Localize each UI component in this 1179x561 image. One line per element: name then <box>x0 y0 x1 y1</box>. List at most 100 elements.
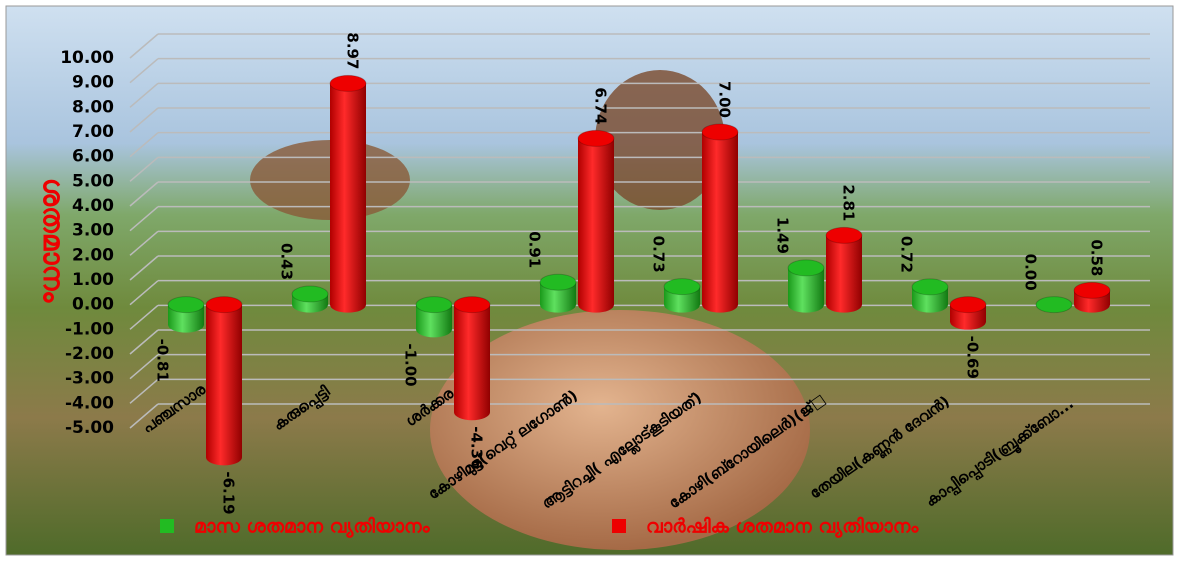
bar-top <box>663 278 701 296</box>
bar-top <box>291 285 329 303</box>
bar-top <box>825 226 863 244</box>
data-label: -0.69 <box>964 336 982 379</box>
grid-line <box>129 181 159 207</box>
y-tick-label: -4.00 <box>65 393 114 413</box>
grid-line <box>129 378 159 404</box>
bar-bottom <box>540 296 576 313</box>
y-tick-label: 7.00 <box>72 122 114 142</box>
bar-bottom <box>206 449 242 466</box>
legend-swatch <box>160 519 174 533</box>
y-tick-label: -3.00 <box>65 369 114 389</box>
bar-bottom <box>664 296 700 313</box>
bar <box>415 296 453 338</box>
bar-body <box>330 83 366 305</box>
grid-line <box>129 82 159 108</box>
hen-image <box>595 70 725 210</box>
bar <box>949 296 987 330</box>
legend-label: വാർഷിക ശതമാന വ്യതിയാനം <box>646 516 919 539</box>
grid-line <box>129 304 159 330</box>
y-tick-label: 5.00 <box>72 171 114 191</box>
bar-top <box>701 123 739 141</box>
bar-bottom <box>950 313 986 330</box>
data-label: -0.81 <box>154 339 172 382</box>
grid-line <box>129 132 159 158</box>
bar-body <box>454 304 490 413</box>
data-label: -4.36 <box>468 426 486 469</box>
bar-top <box>787 259 825 277</box>
bar <box>329 74 367 313</box>
bar-bottom <box>330 296 366 313</box>
bar-top <box>167 296 205 314</box>
y-tick-label: 4.00 <box>72 196 114 216</box>
bar-top <box>911 278 949 296</box>
bar-bottom <box>826 296 862 313</box>
bar-top <box>539 273 577 291</box>
egg-image <box>430 310 810 550</box>
bar-bottom <box>168 316 204 333</box>
bar <box>167 296 205 333</box>
data-label: -1.00 <box>402 343 420 386</box>
data-label: 8.97 <box>344 32 362 69</box>
bar-top <box>1073 281 1111 299</box>
y-tick-label: -5.00 <box>65 418 114 438</box>
data-label: 0.43 <box>278 243 296 280</box>
bar <box>539 273 577 313</box>
y-tick-label: -1.00 <box>65 319 114 339</box>
y-tick-label: 6.00 <box>72 147 114 167</box>
bar-body <box>826 235 862 305</box>
grid-line <box>129 280 159 306</box>
bar-top <box>415 296 453 314</box>
bar-bottom <box>1074 296 1110 313</box>
y-tick-label: 2.00 <box>72 245 114 265</box>
bar <box>291 285 329 313</box>
bar <box>663 278 701 313</box>
data-label: 7.00 <box>716 81 734 118</box>
bar-bottom <box>788 296 824 313</box>
grid-line <box>129 329 159 355</box>
grid-line <box>129 156 159 182</box>
bar-top <box>329 74 367 92</box>
bar <box>787 259 825 313</box>
grid-line <box>129 58 159 84</box>
data-label: 1.49 <box>774 217 792 254</box>
data-label: -6.19 <box>220 471 238 514</box>
y-tick-label: 3.00 <box>72 221 114 241</box>
bar-top <box>949 296 987 314</box>
bar <box>1035 296 1073 314</box>
y-tick-label: 9.00 <box>72 73 114 93</box>
bar-top <box>453 296 491 314</box>
bar <box>1073 281 1111 313</box>
data-label: 6.74 <box>592 87 610 124</box>
bar-body <box>206 304 242 458</box>
bar-top <box>577 129 615 147</box>
bar-bottom <box>454 404 490 421</box>
data-label: 0.58 <box>1088 239 1106 276</box>
data-label: 0.00 <box>1022 254 1040 291</box>
legend-swatch <box>612 519 626 533</box>
data-label: 2.81 <box>840 184 858 221</box>
legend-label: മാസ ശതമാന വ്യതിയാനം <box>194 516 431 539</box>
grid-line <box>129 354 159 380</box>
grid-line <box>129 255 159 281</box>
grid-line <box>129 107 159 133</box>
data-label: 0.72 <box>898 236 916 273</box>
bar-body <box>578 138 614 305</box>
y-tick-label: 0.00 <box>72 295 114 315</box>
y-tick-label: -2.00 <box>65 344 114 364</box>
grid-line <box>129 33 159 59</box>
bar-bottom <box>416 321 452 338</box>
grid-line <box>129 206 159 232</box>
bar-top <box>1035 296 1073 314</box>
bar <box>577 129 615 313</box>
bar <box>701 123 739 313</box>
bar-bottom <box>578 296 614 313</box>
grid-line <box>129 403 159 429</box>
y-tick-label: 8.00 <box>72 97 114 117</box>
bar <box>205 296 243 466</box>
bar-body <box>702 132 738 305</box>
data-label: 0.73 <box>650 236 668 273</box>
bar <box>453 296 491 421</box>
bar-bottom <box>912 296 948 313</box>
y-axis-title: ശതമാനം <box>37 178 70 304</box>
